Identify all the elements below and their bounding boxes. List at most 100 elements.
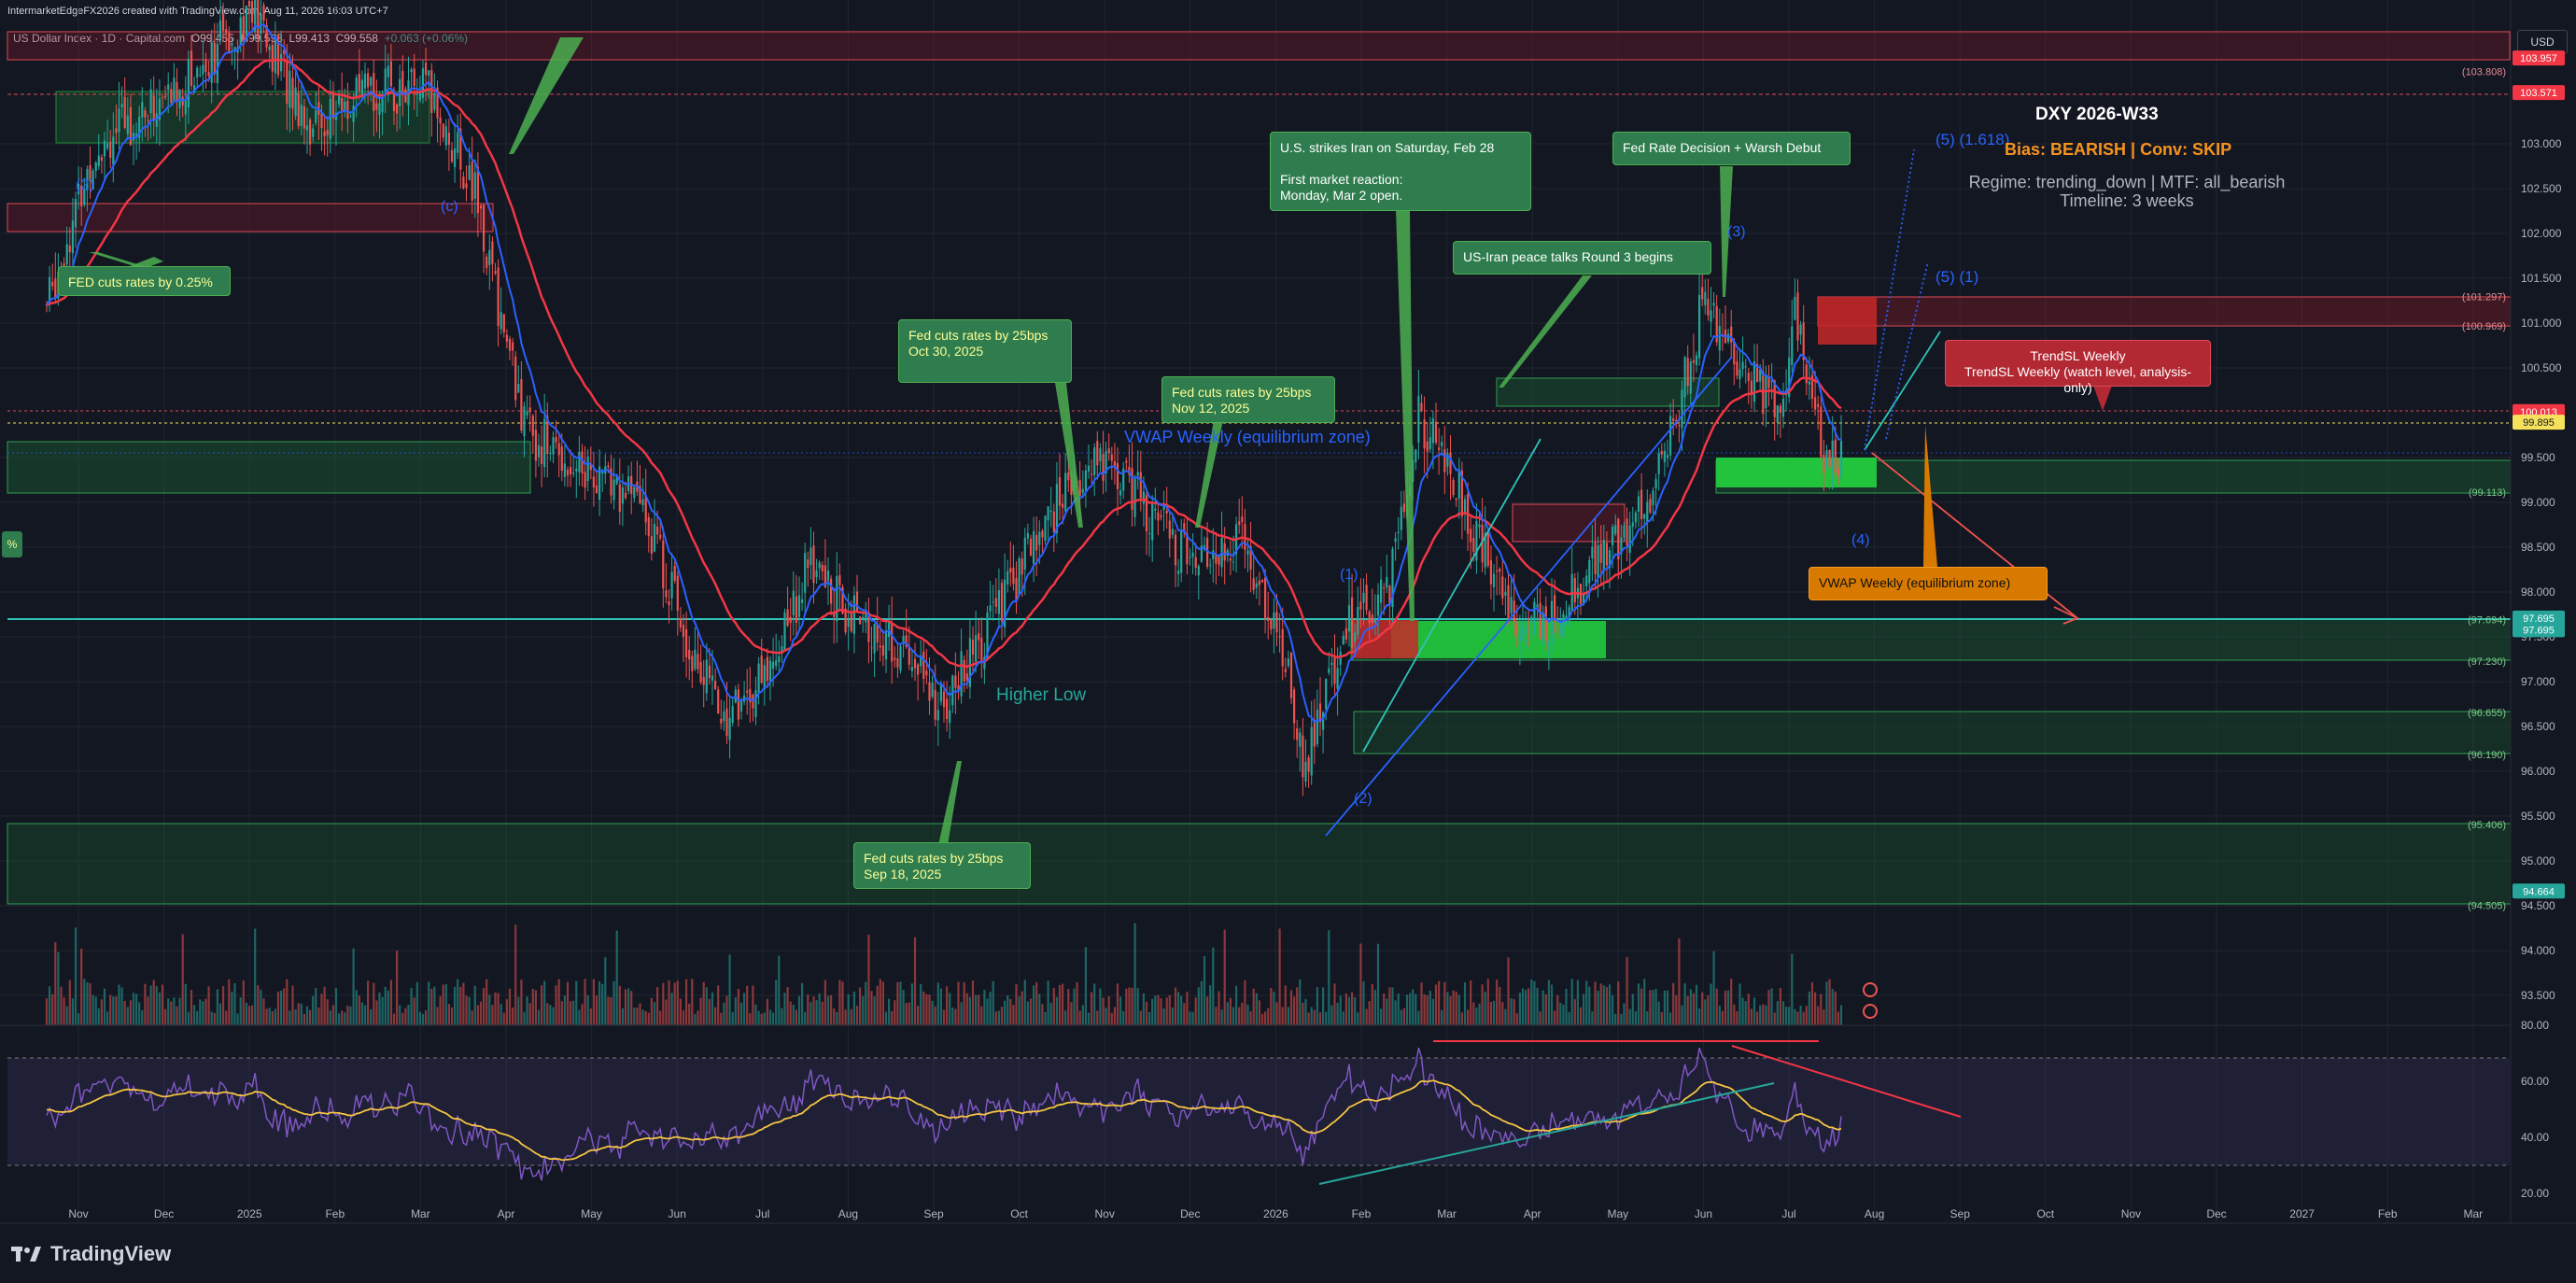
volume-bar — [436, 1007, 439, 1025]
volume-bar — [54, 942, 57, 1025]
callout-peace-talks[interactable]: US-Iran peace talks Round 3 begins — [1453, 241, 1711, 275]
candle-body — [392, 91, 396, 112]
zone-label-3: (99.113) — [2469, 487, 2506, 499]
price-axis[interactable]: 103.000 102.500 102.000 101.500 101.000 100.5… — [2521, 137, 2562, 1002]
volume-bar — [1588, 986, 1591, 1025]
callout-fed-cuts-025[interactable]: FED cuts rates by 0.25% — [58, 266, 231, 296]
candle-body — [360, 79, 363, 96]
volume-bar — [1672, 982, 1675, 1025]
symbol-legend[interactable]: US Dollar Index · 1D · Capital.com O99.4… — [13, 32, 468, 45]
volume-bar — [1015, 983, 1018, 1025]
left-edge-callout[interactable]: % — [2, 531, 22, 557]
candle-body — [352, 106, 355, 122]
volume-bar — [1376, 943, 1380, 1025]
volume-bar — [1328, 930, 1330, 1025]
volume-bar — [1675, 994, 1678, 1025]
volume-bar — [1102, 997, 1105, 1025]
candle-body — [1698, 295, 1701, 359]
time-label-27: Feb — [2378, 1207, 2398, 1220]
volume-bar — [804, 1011, 807, 1025]
candle-body — [670, 571, 673, 599]
volume-bar — [344, 1012, 346, 1025]
candle-body — [1460, 470, 1463, 516]
symbol-name[interactable]: US Dollar Index · 1D · Capital.com — [13, 32, 186, 45]
tradingview-logo[interactable]: TradingView — [11, 1242, 171, 1266]
candle-body — [1229, 558, 1232, 561]
candle-body — [1099, 448, 1102, 462]
volume-bar — [685, 979, 688, 1025]
candle-body — [1336, 668, 1339, 689]
volume-bar — [1302, 1002, 1304, 1025]
candle-body — [699, 661, 702, 683]
volume-bar — [170, 1001, 173, 1025]
candle-body — [1794, 296, 1796, 320]
price-tick-7: 99.000 — [2521, 496, 2555, 509]
volume-bar — [1663, 990, 1666, 1025]
info-title: DXY 2026-W33 — [2035, 105, 2159, 124]
candle-body — [653, 523, 656, 552]
candle-body — [1270, 619, 1273, 630]
candle-body — [401, 71, 404, 94]
callout-fed-cuts-oct[interactable]: Fed cuts rates by 25bps Oct 30, 2025 — [898, 319, 1072, 383]
candle-body — [517, 384, 520, 393]
volume-bar — [978, 994, 980, 1025]
candle-body — [1652, 490, 1654, 505]
volume-bar — [135, 994, 138, 1025]
candle-body — [1316, 709, 1318, 745]
candle-body — [1525, 627, 1527, 633]
volume-bar — [1446, 992, 1449, 1025]
volume-bar — [126, 1007, 129, 1025]
callout-fed-cuts-nov[interactable]: Fed cuts rates by 25bps Nov 12, 2025 — [1161, 376, 1335, 423]
volume-bar — [1530, 980, 1533, 1025]
volume-bar — [265, 1008, 268, 1025]
volume-bar — [725, 995, 728, 1025]
volume-bar — [1096, 1010, 1099, 1025]
volume-bar — [486, 979, 488, 1025]
volume-bar — [737, 988, 739, 1025]
candle-body — [505, 334, 508, 342]
candle-body — [1322, 712, 1325, 730]
candle-body — [141, 102, 144, 118]
volume-bar — [855, 1006, 859, 1025]
volume-bar — [375, 1000, 378, 1025]
ohlc-low: L99.413 — [289, 32, 330, 45]
candle-body — [1550, 600, 1554, 645]
candle-body — [584, 472, 586, 488]
volume-bar — [1727, 990, 1730, 1025]
volume-bar — [1241, 1002, 1244, 1025]
volume-bar — [233, 982, 236, 1025]
candle-body — [1547, 642, 1550, 647]
volume-bar — [630, 991, 633, 1025]
volume-bar — [1330, 1005, 1333, 1025]
candle-body — [1683, 357, 1686, 398]
callout-us-strikes-iran[interactable]: U.S. strikes Iran on Saturday, Feb 28 Fi… — [1270, 132, 1531, 211]
volume-bar — [1515, 1013, 1518, 1025]
callout-fed-warsh[interactable]: Fed Rate Decision + Warsh Debut — [1612, 132, 1851, 165]
volume-bar — [103, 988, 106, 1025]
candle-body — [1452, 480, 1455, 496]
volume-bar — [1438, 980, 1441, 1025]
candle-body — [1249, 545, 1252, 571]
volume-bar — [838, 980, 841, 1025]
volume-bar — [262, 998, 265, 1025]
candle-body — [1232, 561, 1235, 563]
candle-body — [100, 157, 103, 162]
currency-selector[interactable]: USD — [2517, 30, 2568, 54]
volume-bar — [1715, 988, 1718, 1025]
callout-trendsl-weekly[interactable]: TrendSL Weekly TrendSL Weekly (watch lev… — [1945, 340, 2211, 395]
candle-body — [1383, 587, 1386, 589]
volume-bar — [946, 986, 949, 1025]
time-axis[interactable]: Nov Dec 2025 Feb Mar Apr May Jun Jul Aug Sep Oct Nov… — [68, 1207, 2483, 1220]
volume-bar — [1669, 1012, 1672, 1025]
volume-bar — [965, 993, 968, 1025]
volume-bar — [331, 1005, 334, 1025]
candle-body — [1275, 612, 1278, 632]
volume-bar — [268, 1008, 271, 1025]
volume-bar — [1765, 1005, 1767, 1025]
callout-vwap-weekly[interactable]: VWAP Weekly (equilibrium zone) — [1809, 567, 2048, 600]
volume-bar — [1026, 1001, 1029, 1025]
volume-bar — [349, 1006, 352, 1025]
callout-fed-cuts-sep[interactable]: Fed cuts rates by 25bps Sep 18, 2025 — [853, 842, 1031, 889]
candle-body — [1753, 360, 1756, 402]
